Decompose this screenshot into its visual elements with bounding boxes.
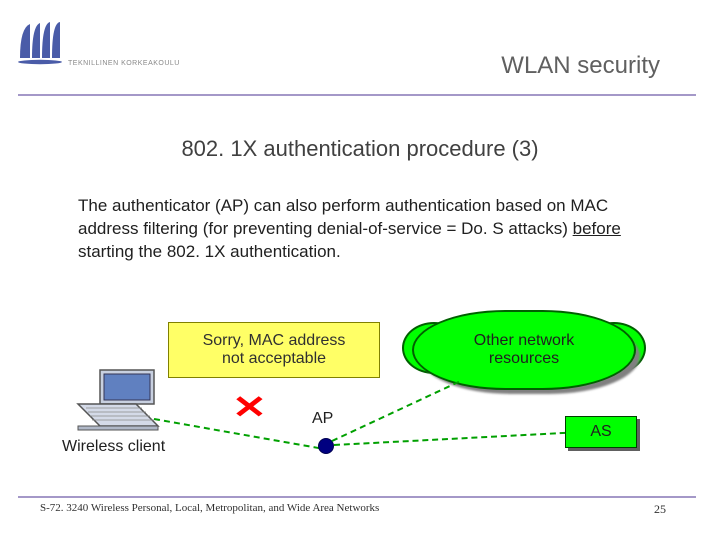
body-text: The authenticator (AP) can also perform …	[78, 195, 630, 264]
cloud-line2: resources	[489, 350, 559, 367]
mac-reject-callout: Sorry, MAC address not acceptable	[168, 322, 380, 378]
slide-title: 802. 1X authentication procedure (3)	[0, 136, 720, 162]
link-ap-cloud	[332, 381, 460, 442]
callout-line1: Sorry, MAC address	[203, 332, 346, 349]
callout-line2: not acceptable	[222, 350, 326, 367]
client-label: Wireless client	[62, 438, 165, 456]
link-ap-as	[334, 432, 566, 446]
page-title: WLAN security	[501, 52, 660, 80]
body-pre: The authenticator (AP) can also perform …	[78, 196, 608, 238]
as-node: AS	[565, 416, 637, 448]
body-post: starting the 802. 1X authentication.	[78, 242, 341, 261]
footer-rule	[18, 496, 696, 498]
body-underlined: before	[573, 219, 621, 238]
footer: S-72. 3240 Wireless Personal, Local, Met…	[0, 502, 720, 526]
org-logo	[14, 18, 64, 73]
diagram: Sorry, MAC address not acceptable Other …	[70, 310, 670, 480]
footer-text: S-72. 3240 Wireless Personal, Local, Met…	[40, 502, 379, 514]
header: TEKNILLINEN KORKEAKOULU WLAN security	[0, 0, 720, 96]
page-number: 25	[654, 502, 666, 517]
as-label: AS	[590, 423, 611, 441]
ap-label: AP	[312, 410, 333, 428]
reject-x-icon: ✕	[232, 388, 267, 426]
laptop-icon	[70, 368, 166, 441]
org-name: TEKNILLINEN KORKEAKOULU	[68, 60, 180, 67]
header-rule	[18, 94, 696, 96]
network-cloud: Other network resources	[412, 310, 632, 386]
cloud-line1: Other network	[474, 332, 574, 349]
